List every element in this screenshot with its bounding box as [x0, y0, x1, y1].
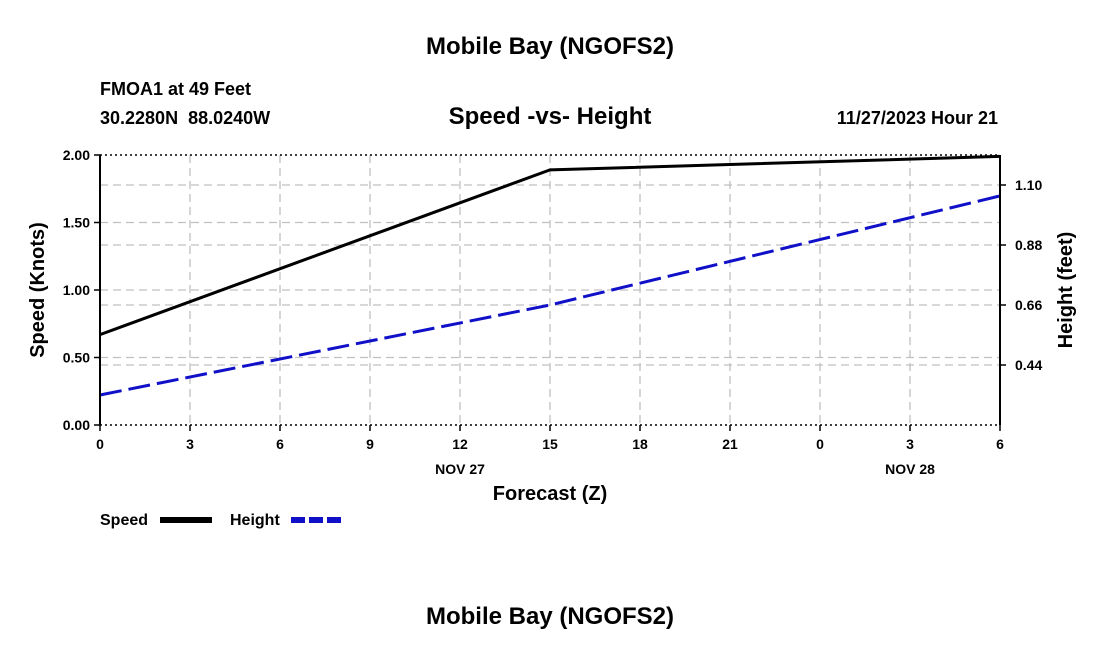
x-tick-label: 21 — [722, 436, 738, 452]
station-name: FMOA1 at 49 Feet — [100, 79, 251, 99]
y2-tick-label: 0.88 — [1015, 237, 1042, 253]
forecast-datetime: 11/27/2023 Hour 21 — [837, 108, 998, 128]
tick-labels: 0 3 6 9 12 15 18 21 0 3 6 NOV 27 NOV 28 0.00 0.50 1.00 1… — [63, 147, 1043, 477]
x-tick-label: 3 — [186, 436, 194, 452]
x-tick-label: 6 — [996, 436, 1004, 452]
x-tick-label: 0 — [96, 436, 104, 452]
x-tick-label: 0 — [816, 436, 824, 452]
series-line-speed — [99, 154, 1001, 337]
x-tick-label: 9 — [366, 436, 374, 452]
y-tick-label: 2.00 — [63, 147, 90, 163]
y-tick-label: 0.50 — [63, 350, 90, 366]
chart-title: Speed -vs- Height — [449, 103, 652, 130]
x-date-label: NOV 28 — [885, 461, 935, 477]
series-group — [99, 154, 1001, 397]
x-date-label: NOV 27 — [435, 461, 485, 477]
legend-height-label: Height — [230, 512, 280, 529]
legend-speed-label: Speed — [100, 512, 148, 529]
y2-axis-label: Height (feet) — [1055, 232, 1077, 349]
x-axis-label: Forecast (Z) — [493, 483, 607, 505]
x-tick-label: 15 — [542, 436, 558, 452]
y-tick-label: 0.00 — [63, 417, 90, 433]
y2-tick-label: 1.10 — [1015, 177, 1042, 193]
legend: Speed Height — [100, 512, 343, 529]
y2-tick-label: 0.66 — [1015, 297, 1042, 313]
x-tick-label: 6 — [276, 436, 284, 452]
y-tick-label: 1.50 — [63, 215, 90, 231]
x-tick-label: 18 — [632, 436, 648, 452]
x-tick-label: 3 — [906, 436, 914, 452]
station-coordinates: 30.2280N 88.0240W — [100, 108, 270, 128]
y2-tick-label: 0.44 — [1015, 357, 1042, 373]
page-title-bottom: Mobile Bay (NGOFS2) — [426, 603, 674, 630]
series-line-height — [99, 194, 1001, 397]
page-title-top: Mobile Bay (NGOFS2) — [426, 33, 674, 60]
y-tick-label: 1.00 — [63, 282, 90, 298]
grid — [100, 155, 1000, 425]
axes — [94, 154, 1006, 431]
x-tick-label: 12 — [452, 436, 468, 452]
y-axis-label: Speed (Knots) — [27, 222, 49, 358]
